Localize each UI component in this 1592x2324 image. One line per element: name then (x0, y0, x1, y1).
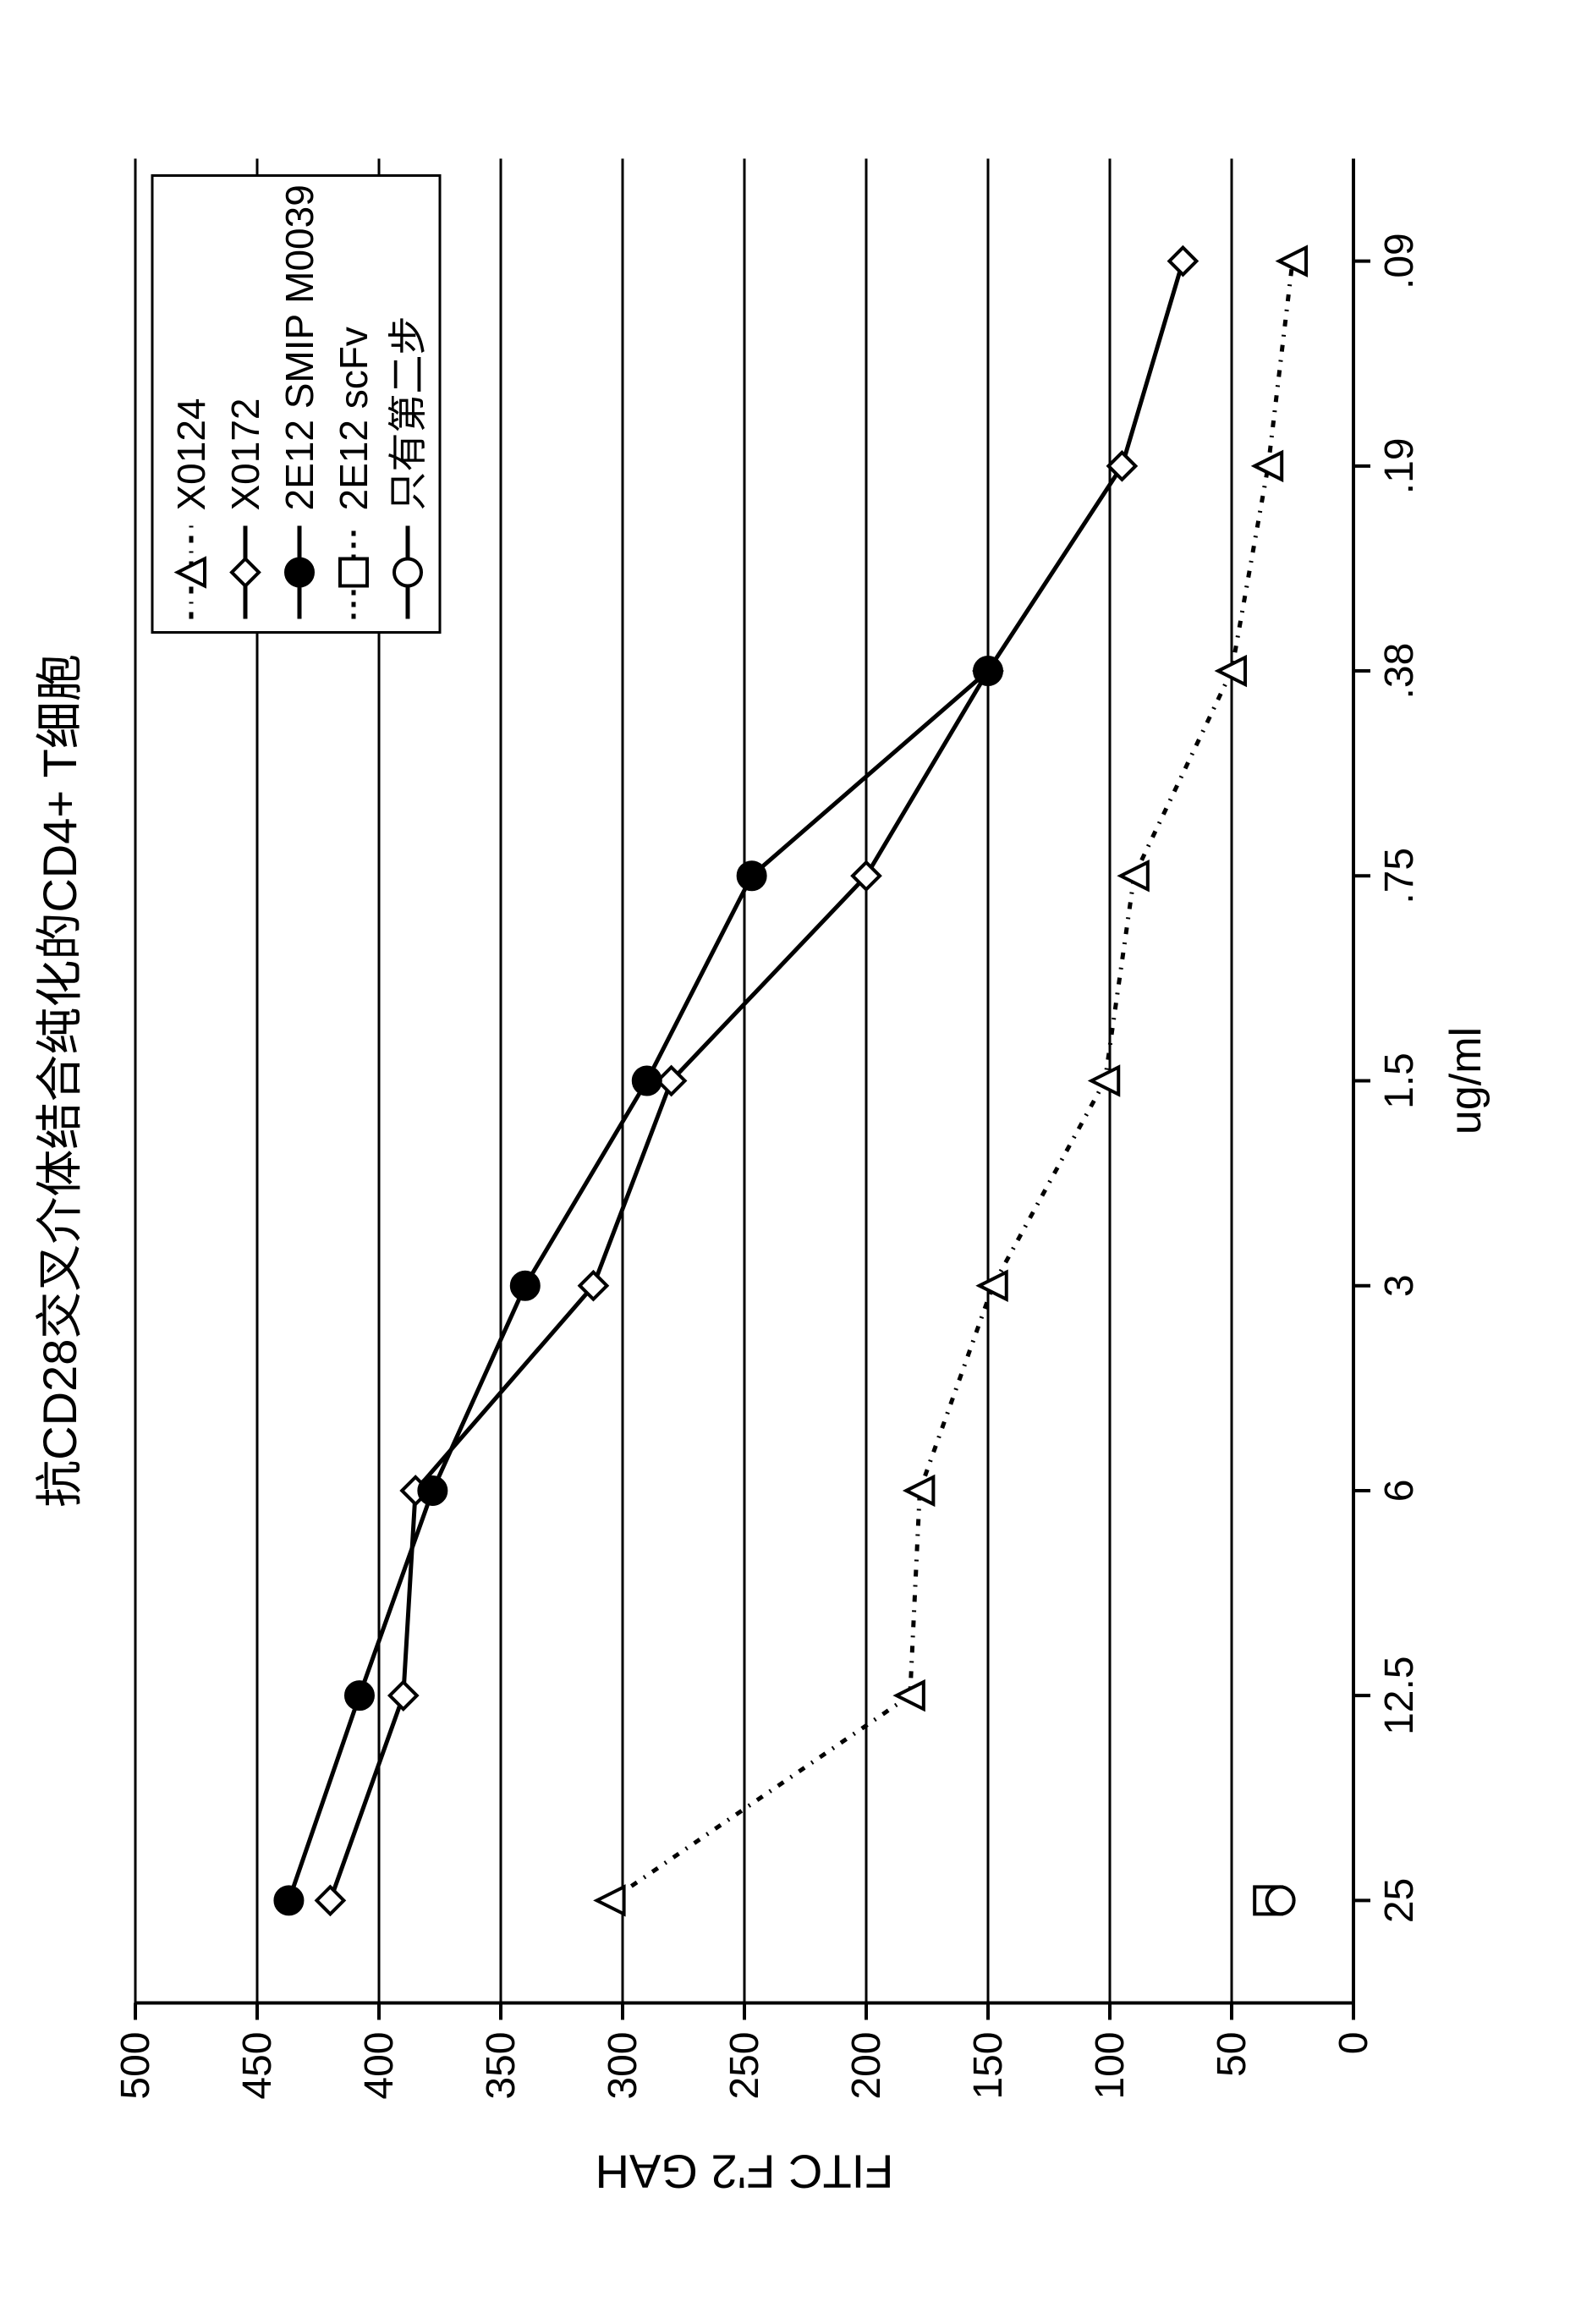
svg-text:1.5: 1.5 (1377, 1052, 1422, 1109)
svg-text:.38: .38 (1377, 642, 1422, 699)
legend-label: 2E12 SMIP M0039 (277, 184, 321, 510)
svg-text:.09: .09 (1377, 233, 1422, 289)
svg-text:3: 3 (1377, 1274, 1422, 1297)
svg-text:500: 500 (113, 2031, 158, 2099)
svg-text:.19: .19 (1377, 437, 1422, 494)
svg-text:100: 100 (1088, 2031, 1133, 2099)
legend-label: X0124 (169, 398, 213, 510)
x-axis-label: ug/ml (1441, 1026, 1490, 1134)
svg-text:.75: .75 (1377, 847, 1422, 904)
svg-text:25: 25 (1377, 1877, 1422, 1922)
svg-text:0: 0 (1331, 2031, 1376, 2054)
svg-text:50: 50 (1210, 2031, 1254, 2076)
svg-text:400: 400 (357, 2031, 402, 2099)
y-axis-label: FITC F'2 GAH (596, 2145, 894, 2198)
legend-label: 只有第二步 (386, 316, 430, 510)
svg-text:6: 6 (1377, 1479, 1422, 1502)
svg-text:350: 350 (479, 2031, 524, 2099)
chart: 抗CD28交叉介体结合纯化的CD4+ T细胞 0 50 100 150 200 250 300… (0, 0, 1592, 2324)
svg-text:450: 450 (235, 2031, 280, 2099)
legend-label: X0172 (223, 398, 267, 510)
svg-text:12.5: 12.5 (1377, 1656, 1422, 1734)
legend-label: 2E12 scFv (332, 327, 376, 510)
svg-text:300: 300 (601, 2031, 645, 2099)
chart-title: 抗CD28交叉介体结合纯化的CD4+ T细胞 (33, 654, 86, 1508)
svg-text:150: 150 (966, 2031, 1011, 2099)
svg-text:250: 250 (722, 2031, 767, 2099)
svg-text:200: 200 (844, 2031, 889, 2099)
